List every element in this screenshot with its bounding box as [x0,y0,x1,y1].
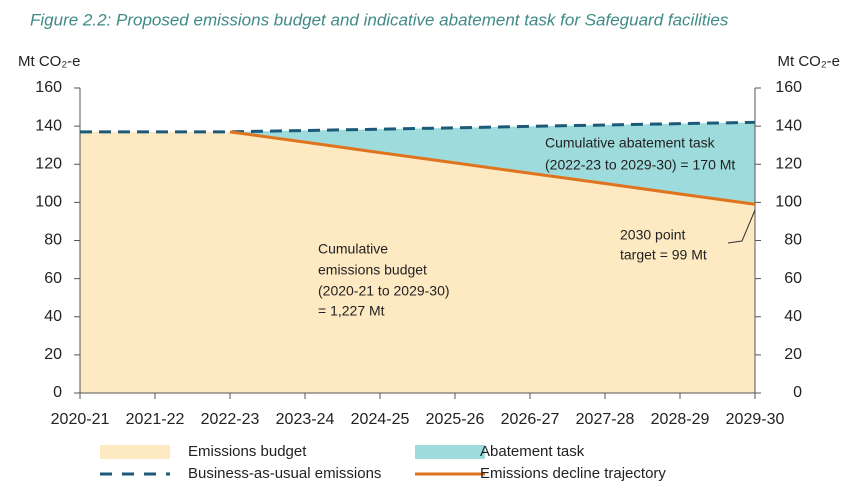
annotation: Cumulative abatement task [545,135,716,151]
y2-tick-label: 20 [784,346,802,363]
y2-tick-label: 80 [784,232,802,249]
y-tick-label: 80 [44,232,62,249]
annotation: (2022-23 to 2029-30) = 170 Mt [545,157,735,173]
legend-swatch [100,445,170,459]
y2-tick-label: 100 [775,194,802,211]
legend-swatch [415,445,485,459]
y2-axis-label: Mt CO₂-e [778,53,841,70]
chart-title: Figure 2.2: Proposed emissions budget an… [30,10,729,29]
annotation: target = 99 Mt [620,247,707,263]
annotation: (2020-21 to 2029-30) [318,283,450,299]
y2-tick-label: 160 [775,79,802,96]
x-tick-label: 2021-22 [126,411,185,428]
y-tick-label: 100 [35,194,62,211]
annotation: = 1,227 Mt [318,303,385,319]
leader-line [727,209,756,244]
y-tick-label: 60 [44,270,62,287]
x-tick-label: 2020-21 [51,411,110,428]
area [80,131,755,393]
y-tick-label: 120 [35,155,62,172]
legend-label: Emissions decline trajectory [480,465,666,482]
line [80,120,756,134]
y-tick-label: 160 [35,79,62,96]
legend-label: Emissions budget [188,443,307,460]
y2-tick-label: 60 [784,270,802,287]
y-tick-label: 20 [44,346,62,363]
line [229,130,756,206]
area [230,122,755,205]
annotation: Cumulative [318,241,388,257]
annotation: 2030 point [620,227,686,243]
x-tick-label: 2025-26 [426,411,485,428]
legend-label: Business-as-usual emissions [188,465,381,482]
x-tick-label: 2023-24 [276,411,335,428]
y2-tick-label: 120 [775,155,802,172]
legend-label: Abatement task [480,443,585,460]
x-tick-label: 2026-27 [501,411,560,428]
y2-tick-label: 0 [793,384,802,401]
y2-tick-label: 140 [775,117,802,134]
x-tick-label: 2024-25 [351,411,410,428]
annotation: emissions budget [318,262,427,278]
y-tick-label: 140 [35,117,62,134]
y-axis-label: Mt CO₂-e [18,53,81,70]
x-tick-label: 2027-28 [576,411,635,428]
y-tick-label: 40 [44,308,62,325]
y2-tick-label: 40 [784,308,802,325]
x-tick-label: 2028-29 [651,411,710,428]
x-tick-label: 2022-23 [201,411,260,428]
x-tick-label: 2029-30 [726,411,785,428]
y-tick-label: 0 [53,384,62,401]
